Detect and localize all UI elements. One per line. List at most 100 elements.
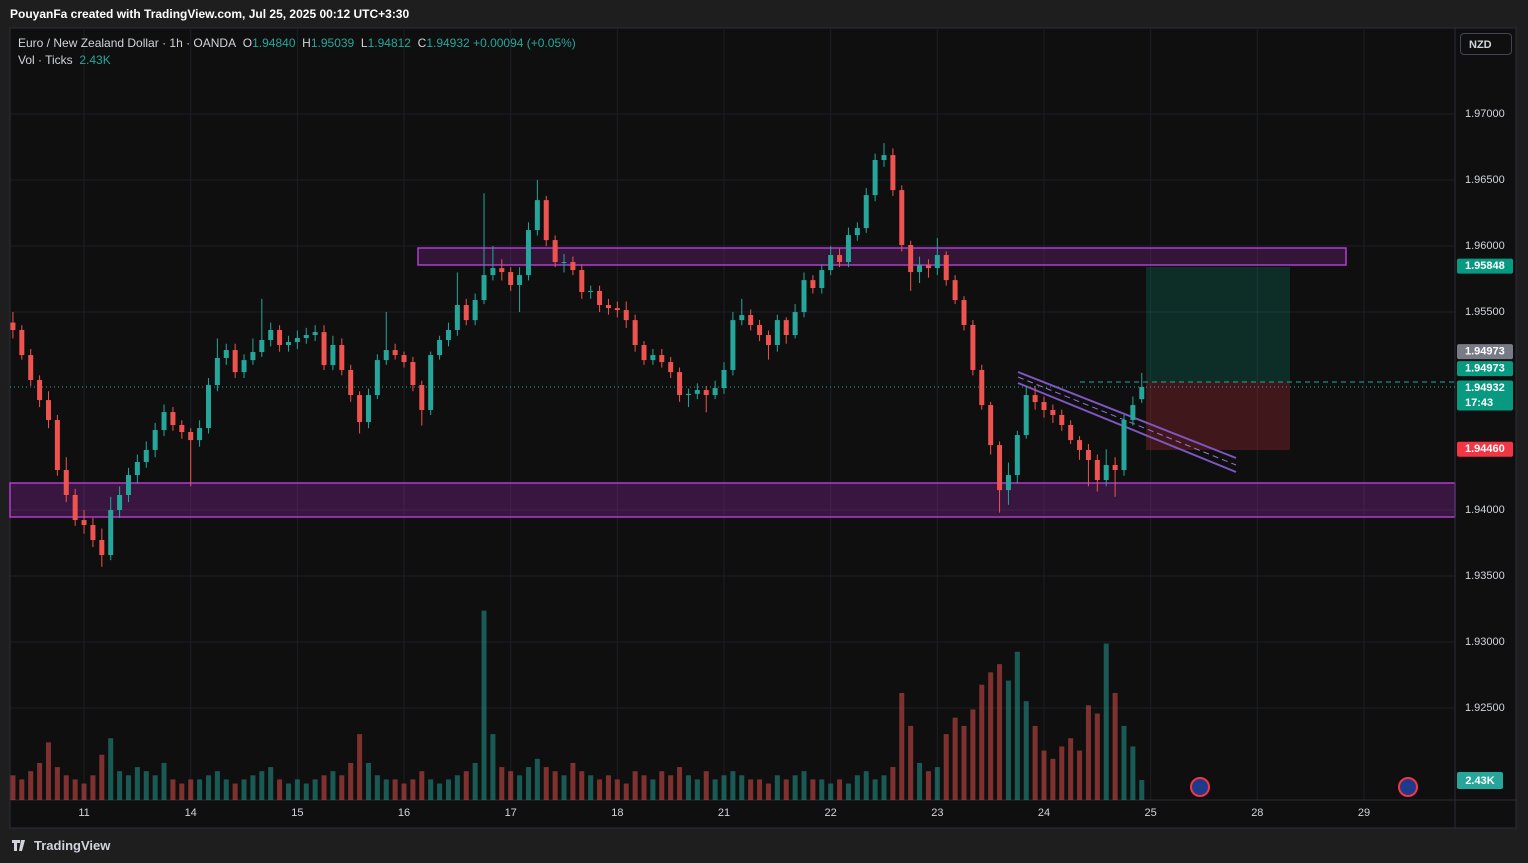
candle-body (668, 362, 674, 373)
price-label: 1.94460 (1465, 443, 1505, 455)
volume-bar (1112, 692, 1118, 800)
currency-button[interactable]: NZD (1460, 33, 1512, 55)
candle-body (765, 335, 771, 346)
volume-bar (952, 717, 958, 800)
volume-bar (205, 775, 211, 800)
x-tick-label: 29 (1358, 807, 1370, 819)
candle-body (108, 510, 114, 556)
candle-body (925, 265, 931, 269)
candle-body (1050, 409, 1056, 415)
candle-body (481, 275, 487, 301)
candle-body (117, 494, 123, 511)
candle-body (1014, 435, 1020, 476)
candle-body (188, 432, 194, 441)
candle-body (419, 385, 425, 410)
candle-body (694, 390, 700, 394)
volume-bar (792, 775, 798, 800)
volume-bar (374, 775, 380, 800)
volume-bar (605, 775, 611, 800)
candle-body (1032, 395, 1038, 403)
volume-bar (614, 779, 620, 800)
x-tick-label: 25 (1145, 807, 1157, 819)
candle-body (570, 262, 576, 271)
candle-body (99, 539, 105, 556)
ohlc-value: 1.95039 (310, 36, 355, 50)
ohlc-value: 1.94812 (367, 36, 411, 50)
candle-body (659, 355, 665, 363)
volume-bar (63, 775, 69, 800)
volume-bar (303, 783, 309, 800)
candle-body (792, 312, 798, 336)
target-box (1146, 267, 1290, 382)
volume-bar (632, 771, 638, 800)
candle-body (214, 357, 220, 386)
volume-bar (1077, 750, 1083, 800)
volume-bar (143, 771, 149, 800)
candle-body (10, 322, 16, 330)
ohlc-key: O (242, 36, 253, 50)
candle-body (970, 324, 976, 370)
ohlc-value: 1.94932 (426, 36, 470, 50)
volume-bar (1050, 758, 1056, 800)
volume-bar (250, 775, 256, 800)
candle-body (677, 372, 683, 396)
x-tick-label: 15 (291, 807, 303, 819)
x-tick-label: 11 (78, 807, 89, 819)
price-label-bg (1457, 258, 1513, 274)
channel-line (1017, 382, 1237, 473)
volume-bar (970, 709, 976, 800)
price-label-bg (1457, 361, 1513, 377)
candle-body (205, 385, 211, 429)
candle-body (712, 388, 718, 396)
volume-bar (561, 775, 567, 800)
volume-bar (783, 779, 789, 800)
volume-bar (401, 783, 407, 800)
candle-body (303, 335, 309, 339)
volume-bar (481, 610, 487, 800)
candle-body (1023, 395, 1029, 436)
volume-bar (357, 734, 363, 800)
volume-bar (28, 771, 34, 800)
candle-body (383, 350, 389, 361)
candle-body (285, 342, 291, 346)
volume-label: 2.43K (1465, 775, 1494, 787)
candle-body (437, 340, 443, 356)
volume-bar (348, 762, 354, 800)
volume-bar (917, 762, 923, 800)
x-tick-label: 16 (398, 807, 410, 819)
footer: TradingView (34, 838, 111, 853)
volume-bar (525, 767, 531, 800)
candle-body (863, 195, 869, 229)
volume-bar (543, 767, 549, 800)
volume-bar (828, 783, 834, 800)
candle-body (63, 470, 69, 495)
volume-bar (650, 779, 656, 800)
volume-bar (152, 775, 158, 800)
volume-bar (99, 754, 105, 800)
volume-bar (925, 771, 931, 800)
volume-bar (1068, 738, 1074, 800)
volume-bar (997, 664, 1003, 800)
candle-body (197, 428, 203, 441)
volume-bar (108, 738, 114, 800)
candle-body (872, 159, 878, 196)
candle-body (721, 369, 727, 389)
candle-body (321, 332, 327, 366)
volume-bar (765, 783, 771, 800)
volume-title: Vol · Ticks (18, 53, 73, 67)
marks: 1.92500 1.93000 1.93500 1.94000 1.95500 1.960… (10, 108, 1513, 819)
volume-bar (1023, 701, 1029, 800)
volume-bar (837, 779, 843, 800)
candle-body (490, 268, 496, 276)
y-tick-label: 1.93500 (1465, 570, 1505, 582)
candle-body (623, 310, 629, 321)
event-icon (1398, 777, 1418, 797)
candle-body (961, 300, 967, 325)
candle-body (943, 255, 949, 281)
candle-body (552, 240, 558, 263)
legend-line: Euro / New Zealand Dollar · 1h · OANDA O… (18, 35, 576, 52)
candle-body (1068, 425, 1074, 441)
volume-bar (597, 779, 603, 800)
candle-body (1103, 465, 1109, 481)
candle-body (499, 268, 505, 273)
